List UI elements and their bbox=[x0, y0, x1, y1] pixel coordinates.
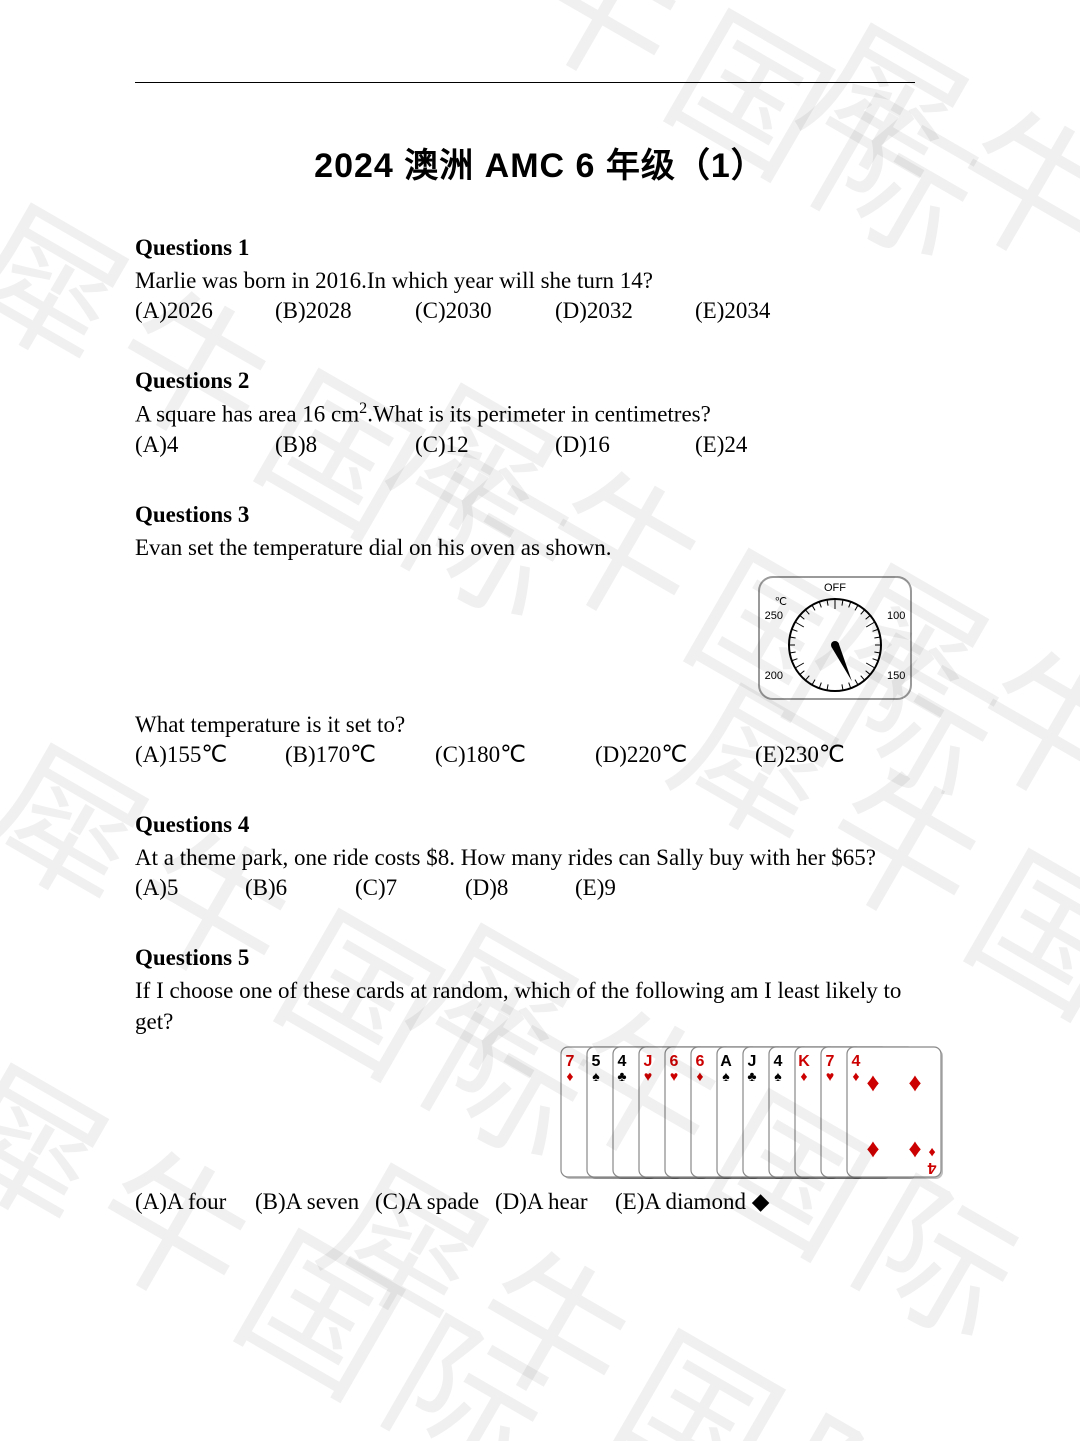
svg-text:♥: ♥ bbox=[670, 1068, 678, 1084]
svg-text:♥: ♥ bbox=[826, 1068, 834, 1084]
option: (A)155℃ bbox=[135, 742, 285, 768]
svg-text:150: 150 bbox=[887, 670, 905, 682]
svg-text:250: 250 bbox=[765, 610, 783, 622]
option: (C)12 bbox=[415, 432, 555, 458]
svg-text:♦: ♦ bbox=[696, 1068, 703, 1084]
option: (D)8 bbox=[465, 875, 575, 901]
option: (A)5 bbox=[135, 875, 245, 901]
option: (C)A spade bbox=[375, 1189, 495, 1215]
questions-container: Questions 1 Marlie was born in 2016.In wh… bbox=[135, 235, 945, 1215]
question-block: Questions 5 If I choose one of these card… bbox=[135, 945, 945, 1215]
oven-dial: ℃ OFF 100 150 200 250 bbox=[755, 573, 915, 703]
options-row: (A)155℃(B)170℃(C)180℃(D)220℃(E)230℃ bbox=[135, 742, 945, 768]
svg-text:♠: ♠ bbox=[592, 1068, 600, 1084]
question-text: If I choose one of these cards at random… bbox=[135, 975, 945, 1037]
svg-text:♦: ♦ bbox=[928, 1145, 935, 1161]
svg-text:℃: ℃ bbox=[775, 596, 787, 608]
top-rule bbox=[135, 82, 915, 83]
options-row: (A)A four(B)A seven(C)A spade(D)A hear(E… bbox=[135, 1189, 945, 1215]
question-number: Questions 3 bbox=[135, 502, 945, 528]
option: (E)24 bbox=[695, 432, 835, 458]
options-row: (A)2026(B)2028(C)2030(D)2032(E)2034 bbox=[135, 298, 945, 324]
question-block: Questions 2 A square has area 16 cm2.What… bbox=[135, 368, 945, 458]
page: 2024 澳洲 AMC 6 年级（1） Questions 1 Marlie wa… bbox=[135, 82, 945, 1259]
dial-figure: ℃ OFF 100 150 200 250 bbox=[135, 573, 945, 703]
option: (E)9 bbox=[575, 875, 685, 901]
option: (A)2026 bbox=[135, 298, 275, 324]
question-text: Marlie was born in 2016.In which year wi… bbox=[135, 265, 945, 296]
options-row: (A)5(B)6(C)7(D)8(E)9 bbox=[135, 875, 945, 901]
svg-text:♠: ♠ bbox=[722, 1068, 730, 1084]
option: (E)2034 bbox=[695, 298, 835, 324]
question-number: Questions 1 bbox=[135, 235, 945, 261]
svg-text:♥: ♥ bbox=[644, 1068, 652, 1084]
question-number: Questions 2 bbox=[135, 368, 945, 394]
option: (D)220℃ bbox=[595, 742, 755, 768]
question-block: Questions 1 Marlie was born in 2016.In wh… bbox=[135, 235, 945, 324]
option: (A)4 bbox=[135, 432, 275, 458]
svg-text:♠: ♠ bbox=[774, 1068, 782, 1084]
cards-figure: 7♦5♠4♣J♥6♥6♦A♠J♣4♠K♦7♥4♦♦♦♦♦4♦ bbox=[135, 1043, 945, 1185]
svg-text:♦: ♦ bbox=[866, 1067, 879, 1097]
playing-cards: 7♦5♠4♣J♥6♥6♦A♠J♣4♠K♦7♥4♦♦♦♦♦4♦ bbox=[557, 1043, 945, 1185]
svg-text:♦: ♦ bbox=[908, 1133, 921, 1163]
option: (D)16 bbox=[555, 432, 695, 458]
svg-text:♣: ♣ bbox=[617, 1068, 626, 1084]
option: (C)180℃ bbox=[435, 742, 595, 768]
question-text: Evan set the temperature dial on his ove… bbox=[135, 532, 945, 563]
option: (E)A diamond ◆ bbox=[615, 1189, 769, 1215]
option: (C)7 bbox=[355, 875, 465, 901]
option: (C)2030 bbox=[415, 298, 555, 324]
svg-text:♦: ♦ bbox=[852, 1068, 859, 1084]
question-subtext: What temperature is it set to? bbox=[135, 709, 945, 740]
svg-text:♦: ♦ bbox=[566, 1068, 573, 1084]
question-text: At a theme park, one ride costs $8. How … bbox=[135, 842, 945, 873]
question-block: Questions 3 Evan set the temperature dial… bbox=[135, 502, 945, 768]
svg-text:♦: ♦ bbox=[866, 1133, 879, 1163]
option: (D)2032 bbox=[555, 298, 695, 324]
option: (B)2028 bbox=[275, 298, 415, 324]
question-number: Questions 5 bbox=[135, 945, 945, 971]
option: (E)230℃ bbox=[755, 742, 905, 768]
svg-text:♦: ♦ bbox=[908, 1067, 921, 1097]
option: (B)A seven bbox=[255, 1189, 375, 1215]
svg-text:♦: ♦ bbox=[800, 1068, 807, 1084]
question-text: A square has area 16 cm2.What is its per… bbox=[135, 398, 945, 430]
svg-text:100: 100 bbox=[887, 610, 905, 622]
svg-text:200: 200 bbox=[765, 670, 783, 682]
option: (D)A hear bbox=[495, 1189, 615, 1215]
option: (A)A four bbox=[135, 1189, 255, 1215]
question-number: Questions 4 bbox=[135, 812, 945, 838]
option: (B)6 bbox=[245, 875, 355, 901]
card: 4♦♦♦♦♦4♦ bbox=[847, 1047, 943, 1179]
page-title: 2024 澳洲 AMC 6 年级（1） bbox=[135, 138, 945, 187]
option: (B)8 bbox=[275, 432, 415, 458]
options-row: (A)4(B)8(C)12(D)16(E)24 bbox=[135, 432, 945, 458]
option: (B)170℃ bbox=[285, 742, 435, 768]
svg-text:OFF: OFF bbox=[824, 582, 846, 594]
svg-text:♣: ♣ bbox=[747, 1068, 756, 1084]
question-block: Questions 4 At a theme park, one ride cos… bbox=[135, 812, 945, 901]
